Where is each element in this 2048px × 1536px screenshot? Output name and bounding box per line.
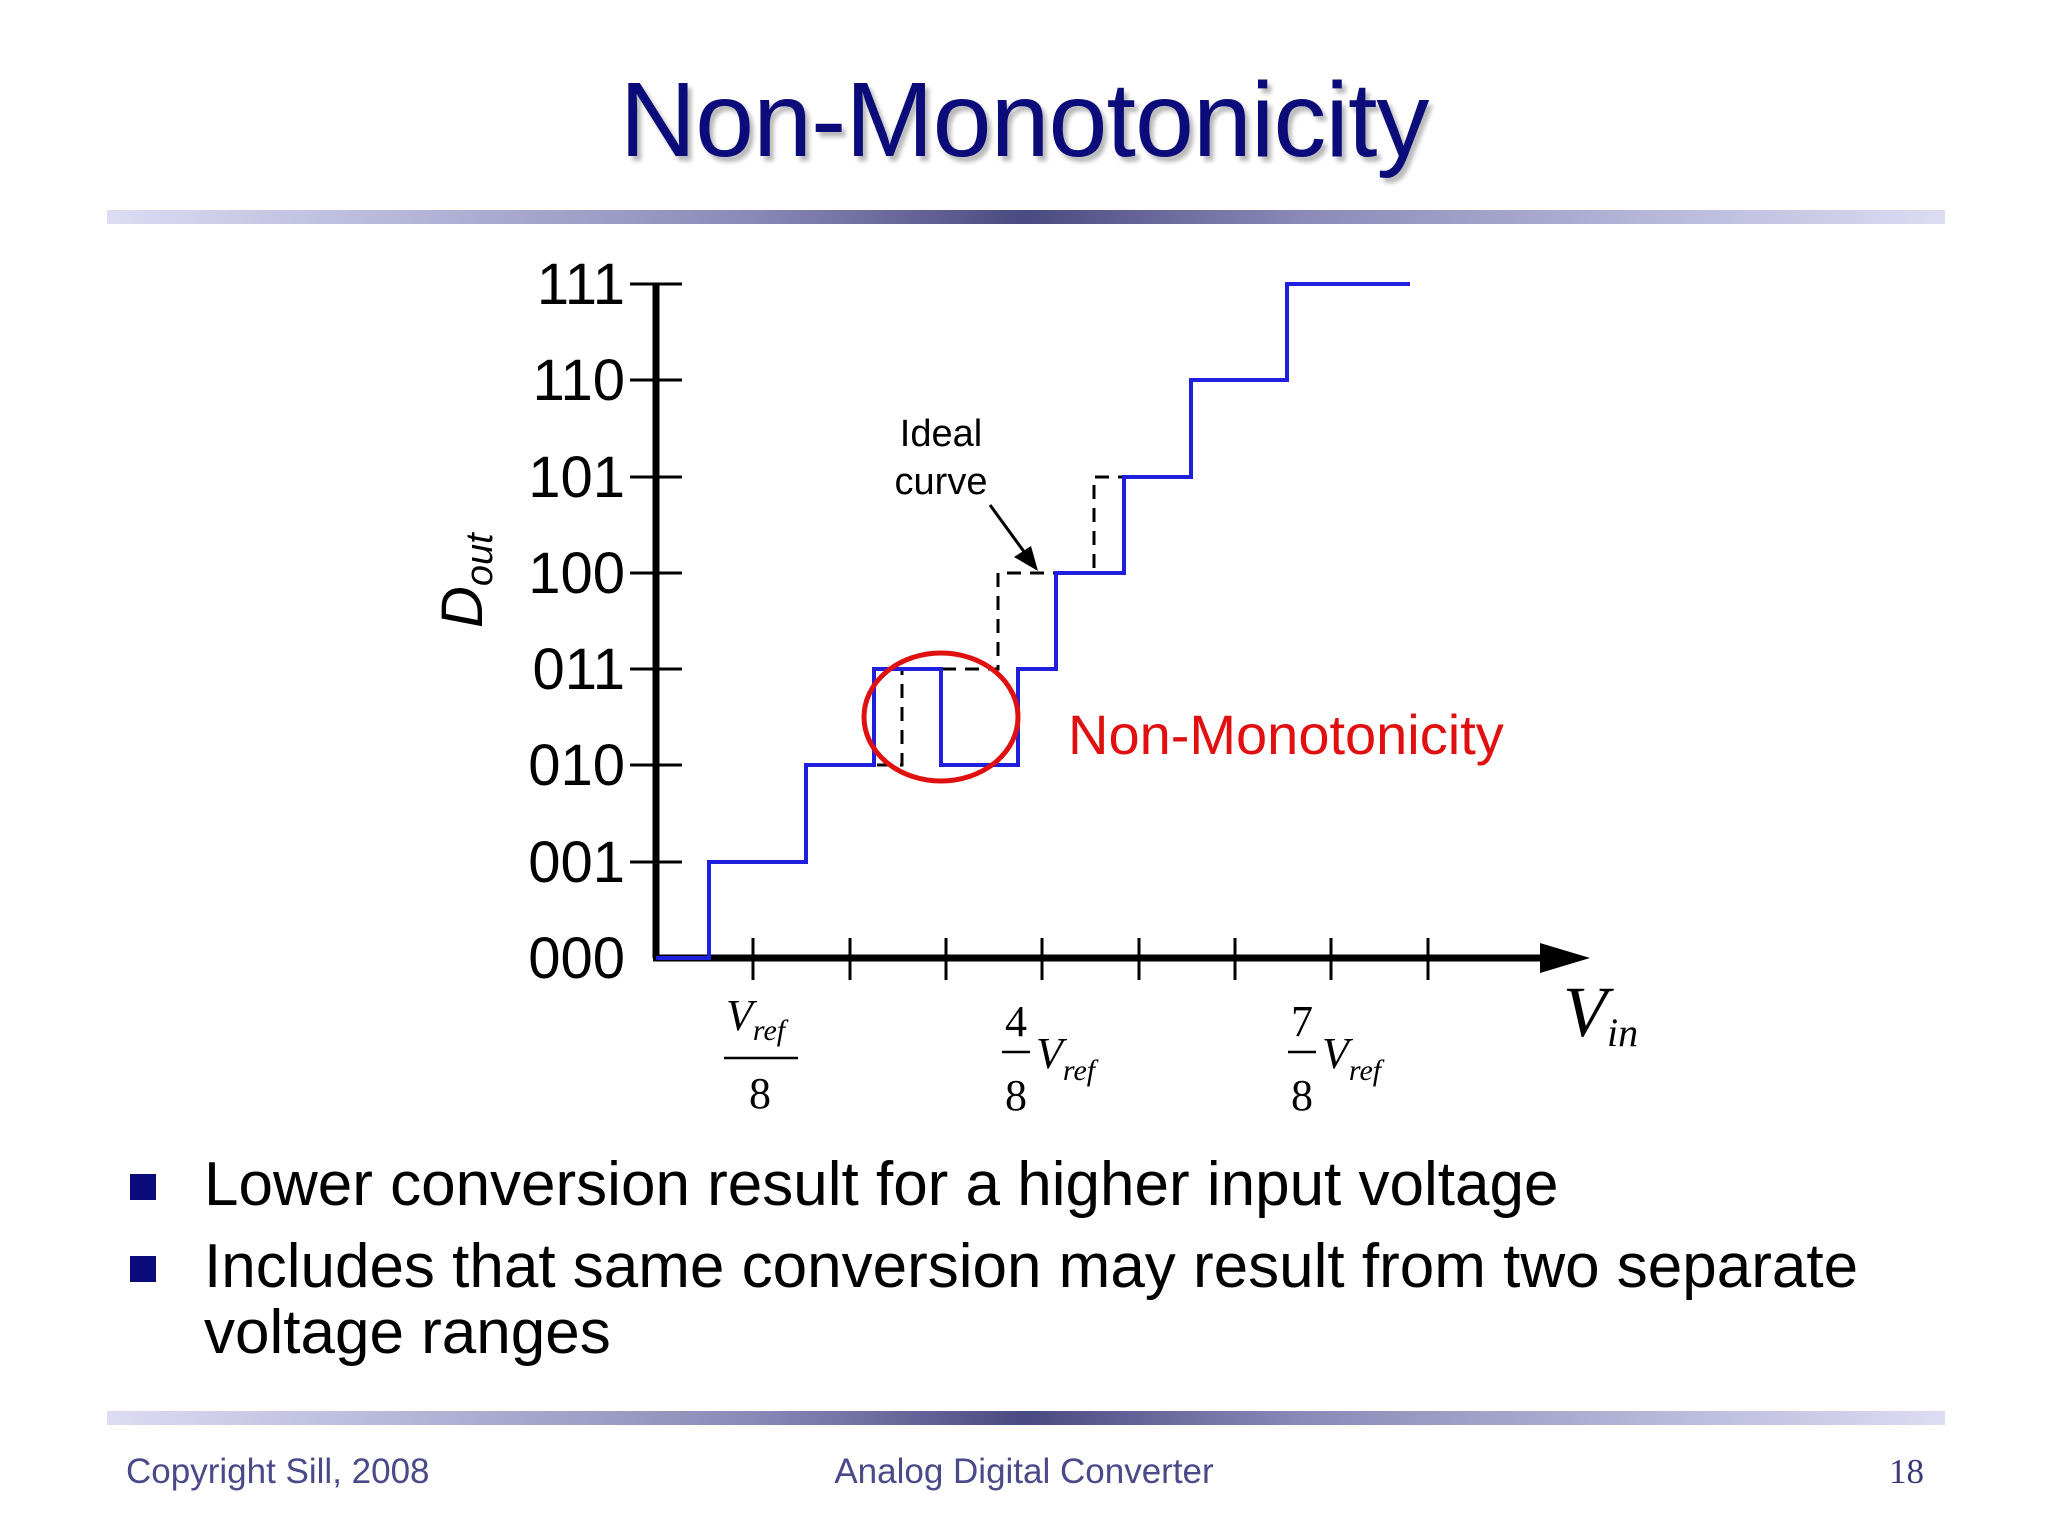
ideal-curve-label-line1: Ideal	[900, 413, 982, 455]
svg-text:Dout: Dout	[430, 532, 501, 628]
y-tick-label: 001	[528, 830, 625, 895]
y-tick-label: 000	[528, 926, 625, 991]
y-tick-label: 110	[533, 348, 625, 413]
bullet-text: Lower conversion result for a higher inp…	[204, 1150, 1559, 1219]
transfer-characteristic-diagram: 111 110 101 100 011 010 001 000 Dout Vin…	[430, 252, 1638, 1120]
y-tick-label: 101	[528, 445, 625, 510]
footer-divider	[107, 1411, 1945, 1425]
ideal-curve	[656, 282, 1410, 960]
fraction-numerator: 7	[1291, 997, 1313, 1046]
svg-text:Vref: Vref	[1036, 1029, 1099, 1087]
ideal-curve-pointer-line	[988, 504, 1027, 554]
bullet-square-icon	[130, 1256, 156, 1282]
y-axis-label-main: D	[430, 586, 495, 628]
bullet-text: Includes that same conversion may result…	[204, 1232, 1859, 1367]
ideal-curve-label-line2: curve	[895, 461, 988, 503]
y-axis-label: Dout	[430, 532, 501, 628]
x-axis-label-sub: in	[1607, 1010, 1638, 1055]
bullet-list: Lower conversion result for a higher inp…	[130, 1152, 1950, 1382]
y-tick-labels: 111 110 101 100 011 010 001 000	[528, 252, 625, 991]
fraction-var-sub: ref	[1349, 1054, 1385, 1087]
bullet-square-icon	[130, 1174, 156, 1200]
fraction-var-sub: ref	[1063, 1054, 1099, 1087]
x-tick-label-4-over-8-vref: 4 8 Vref	[1002, 997, 1099, 1120]
x-axis-label-main: V	[1563, 972, 1614, 1052]
actual-transfer-curve	[656, 282, 1410, 960]
bullet-item: Lower conversion result for a higher inp…	[130, 1152, 1950, 1218]
footer-page-number: 18	[1889, 1452, 1924, 1491]
x-ticks	[751, 938, 1430, 980]
non-monotonicity-highlight-circle	[861, 650, 1021, 784]
fraction-numerator-var: V	[726, 991, 758, 1040]
svg-text:Vref: Vref	[1322, 1029, 1385, 1087]
fraction-denominator: 8	[1005, 1071, 1027, 1120]
x-axis-label: Vin	[1563, 972, 1638, 1055]
y-tick-label: 010	[528, 733, 625, 798]
footer-course-title: Analog Digital Converter	[834, 1452, 1214, 1491]
x-tick-label-vref-over-8: Vref 8	[724, 991, 798, 1118]
y-tick-label: 111	[537, 252, 625, 317]
fraction-numerator: 4	[1005, 997, 1027, 1046]
fraction-var: V	[1322, 1029, 1354, 1078]
ideal-curve-pointer-arrowhead	[1014, 546, 1038, 571]
y-tick-label: 100	[528, 541, 625, 606]
y-tick-label: 011	[533, 637, 625, 702]
fraction-var: V	[1036, 1029, 1068, 1078]
title-divider	[107, 210, 1945, 224]
fraction-denominator: 8	[1291, 1071, 1313, 1120]
y-ticks	[630, 282, 682, 864]
x-axis-arrowhead	[1540, 943, 1590, 973]
fraction-numerator-sub: ref	[753, 1014, 789, 1047]
fraction-denominator: 8	[749, 1069, 771, 1118]
bullet-item: Includes that same conversion may result…	[130, 1234, 1950, 1366]
non-monotonicity-annotation: Non-Monotonicity	[1068, 703, 1504, 766]
slide-title: Non-Monotonicity	[619, 61, 1430, 179]
y-axis-label-sub: out	[459, 532, 501, 586]
footer-copyright: Copyright Sill, 2008	[126, 1452, 430, 1491]
svg-text:Vref: Vref	[726, 991, 789, 1047]
x-tick-label-7-over-8-vref: 7 8 Vref	[1288, 997, 1385, 1120]
